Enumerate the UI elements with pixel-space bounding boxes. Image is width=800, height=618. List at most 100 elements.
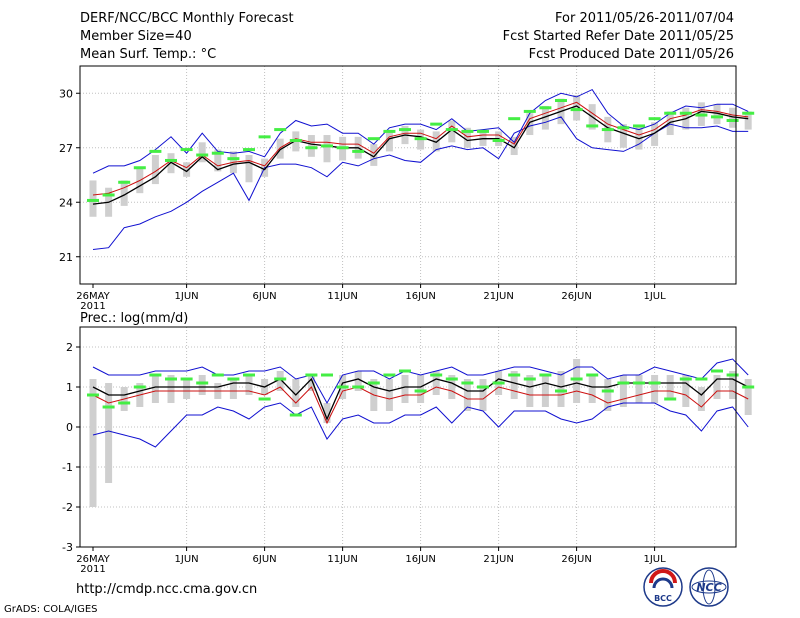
prec-y-tick-label: 1 [66,381,73,394]
temp-range-box [729,107,737,128]
prec-range-box [307,375,315,391]
temp-plot-frame [79,65,737,285]
temp-x-year-label: 2011 [80,301,105,312]
temp-mean-line [92,105,749,205]
temp-range-box [432,131,440,152]
prec-range-box [323,403,331,423]
prec-y-tick-label: 2 [66,341,73,354]
temp-x-tick-label: 11JUN [327,291,357,302]
temp-range-box [573,95,581,121]
chart-title: DERF/NCC/BCC Monthly Forecast [80,11,294,26]
prec-range-box [604,379,612,411]
prec-range-box [198,375,206,395]
prec-range-box [635,375,643,403]
temp-range-box [651,122,659,146]
prec-x-tick-label: 1JUN [175,554,199,565]
temp-range-box [713,104,721,125]
temp-range-box [619,124,627,148]
prec-y-tick-label: 0 [66,421,73,434]
prec-range-box [401,375,409,403]
prec-range-box [619,375,627,407]
prec-y-tick-label: -2 [62,501,73,514]
temp-x-tick-label: 26JUN [561,291,591,302]
prec-range-box [526,375,534,407]
fcst-started-label: Fcst Started Refer Date 2011/05/25 [502,29,734,44]
prec-x-tick-label: 26JUN [561,554,591,565]
temp-range-box [245,155,253,183]
prec-y-tick-label: -1 [62,461,73,474]
prec-median-line [92,386,749,425]
temp-range-box [89,180,97,217]
temp-range-box [635,125,643,150]
temp-max-line [92,88,749,174]
prec-x-tick-label: 26MAY [76,554,110,565]
prec-range-box [89,379,97,507]
temp-range-box [448,120,456,143]
prec-range-box [651,375,659,403]
prec-y-tick-label: -3 [62,541,73,554]
temp-range-box [323,135,331,163]
prec-x-tick-label: 6JUN [253,554,277,565]
prec-range-box [385,379,393,411]
temp-range-box [526,113,534,136]
prec-range-box [557,371,565,407]
source-url[interactable]: http://cmdp.ncc.cma.gov.cn [76,582,258,597]
panel2-variable-label: Prec.: log(mm/d) [80,311,188,326]
prec-x-year-label: 2011 [80,564,105,575]
prec-range-box [729,371,737,399]
prec-range-box [744,379,752,415]
member-size-label: Member Size=40 [80,29,192,44]
prec-max-line [92,358,749,405]
prec-x-tick-label: 16JUN [405,554,435,565]
prec-range-box [417,375,425,403]
temp-range-box [198,142,206,163]
temp-x-tick-label: 1JUL [643,291,666,302]
prec-range-box [229,379,237,399]
forecast-period-label: For 2011/05/26-2011/07/04 [555,11,734,26]
temp-x-tick-label: 21JUN [483,291,513,302]
ncc-logo: NCC [689,567,729,607]
temp-x-tick-label: 1JUN [175,291,199,302]
temp-min-line [92,116,749,250]
prec-x-tick-label: 11JUN [327,554,357,565]
temp-range-box [666,111,674,136]
prec-range-box [167,375,175,403]
temp-range-box [541,105,549,130]
prec-range-box [463,379,471,411]
prec-range-box [573,359,581,403]
prec-range-box [245,375,253,395]
prec-x-tick-label: 1JUL [643,554,666,565]
prec-range-box [713,375,721,399]
temp-range-box [167,153,175,174]
fcst-produced-label: Fcst Produced Date 2011/05/26 [528,47,734,62]
temp-range-box [183,162,191,177]
temp-range-box [479,129,487,146]
grads-credit: GrADS: COLA/IGES [4,604,98,615]
prec-range-box [183,379,191,399]
temp-range-box [276,138,284,159]
temp-range-box [463,127,471,148]
prec-range-box [276,371,284,391]
prec-range-box [697,387,705,411]
temp-range-box [510,136,518,156]
temp-range-box [120,180,128,206]
prec-range-box [682,375,690,407]
bcc-logo-text: BCC [654,594,672,603]
temp-y-tick-label: 21 [59,251,73,264]
temp-range-box [151,155,159,185]
prec-min-line [92,402,749,448]
prec-range-box [479,379,487,411]
prec-range-box [448,375,456,399]
prec-range-box [666,375,674,399]
panel1-variable-label: Mean Surf. Temp.: °C [80,47,217,62]
temp-x-tick-label: 26MAY [76,291,110,302]
temp-y-tick-label: 27 [59,142,73,155]
prec-range-box [292,379,300,407]
prec-range-box [588,375,596,403]
prec-plot-frame [79,326,737,548]
temp-y-tick-label: 30 [59,87,73,100]
prec-range-box [541,375,549,407]
prec-range-box [105,383,113,483]
